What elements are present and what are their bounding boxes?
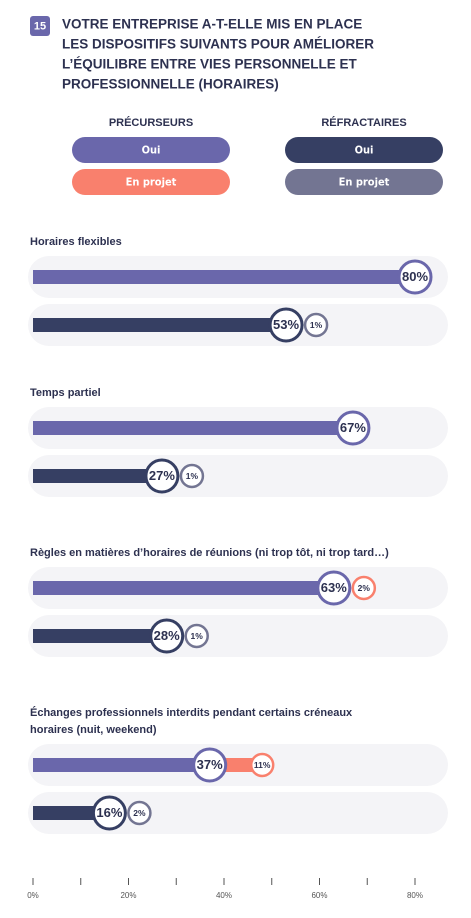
bar bbox=[33, 270, 415, 284]
value-badge bbox=[179, 463, 205, 489]
question-badge bbox=[30, 16, 50, 36]
category-label: Temps partiel bbox=[30, 387, 101, 399]
chart-title: L’ÉQUILIBRE ENTRE VIES PERSONNELLE ET bbox=[62, 57, 358, 72]
value-badge bbox=[184, 623, 209, 649]
bar bbox=[33, 421, 353, 435]
chart-title: LES DISPOSITIFS SUIVANTS POUR AMÉLIORER bbox=[62, 37, 374, 52]
row-background bbox=[28, 792, 448, 834]
value-badge bbox=[91, 795, 127, 831]
x-tick-label: 40% bbox=[216, 891, 232, 900]
bar bbox=[33, 629, 167, 643]
x-tick-label: 60% bbox=[311, 891, 327, 900]
legend-pill bbox=[72, 169, 230, 195]
data-label: 63% bbox=[321, 580, 347, 595]
bar bbox=[33, 758, 210, 772]
x-tick-label: 20% bbox=[120, 891, 136, 900]
data-label: 80% bbox=[402, 269, 428, 284]
value-badge bbox=[397, 259, 433, 295]
legend-label: Oui bbox=[355, 144, 374, 157]
data-label: 28% bbox=[154, 628, 180, 643]
x-tick-label: 0% bbox=[27, 891, 39, 900]
x-tick-label: 80% bbox=[407, 891, 423, 900]
row-background bbox=[28, 615, 448, 657]
legend-label: Oui bbox=[142, 144, 161, 157]
bar bbox=[33, 318, 287, 332]
data-label: 1% bbox=[191, 631, 204, 641]
data-label: 1% bbox=[310, 320, 323, 330]
chart-title: PROFESSIONNELLE (HORAIRES) bbox=[62, 77, 279, 92]
data-label: 53% bbox=[273, 317, 299, 332]
category-label: Règles en matières d’horaires de réunion… bbox=[30, 547, 389, 559]
value-badge bbox=[303, 312, 329, 338]
data-label: 27% bbox=[149, 468, 175, 483]
question-number: 15 bbox=[34, 20, 46, 32]
row-background bbox=[28, 455, 448, 497]
legend-pill bbox=[285, 169, 443, 195]
legend-group-title: PRÉCURSEURS bbox=[109, 116, 193, 129]
data-label: 67% bbox=[340, 420, 366, 435]
data-label: 1% bbox=[186, 471, 199, 481]
value-badge bbox=[192, 747, 228, 783]
bar bbox=[33, 581, 334, 595]
data-label: 2% bbox=[133, 808, 146, 818]
value-badge bbox=[268, 307, 304, 343]
value-badge bbox=[335, 410, 371, 446]
bar bbox=[33, 469, 162, 483]
data-label: 11% bbox=[254, 760, 271, 770]
category-label: horaires (nuit, weekend) bbox=[30, 724, 157, 736]
value-badge bbox=[316, 570, 352, 606]
legend-label: En projet bbox=[339, 176, 390, 189]
legend-label: En projet bbox=[126, 176, 177, 189]
value-badge bbox=[351, 575, 377, 601]
value-badge bbox=[127, 800, 152, 826]
value-badge bbox=[149, 618, 185, 654]
value-badge bbox=[144, 458, 180, 494]
data-label: 37% bbox=[197, 757, 223, 772]
legend-pill bbox=[285, 137, 443, 163]
category-label: Horaires flexibles bbox=[30, 236, 122, 248]
chart-title: VOTRE ENTREPRISE A-T-ELLE MIS EN PLACE bbox=[62, 17, 362, 32]
legend-pill bbox=[72, 137, 230, 163]
category-label: Échanges professionnels interdits pendan… bbox=[30, 706, 353, 719]
data-label: 2% bbox=[358, 583, 371, 593]
data-label: 16% bbox=[96, 805, 122, 820]
bar bbox=[33, 806, 110, 820]
legend-group-title: RÉFRACTAIRES bbox=[321, 116, 406, 129]
value-badge bbox=[249, 752, 275, 778]
